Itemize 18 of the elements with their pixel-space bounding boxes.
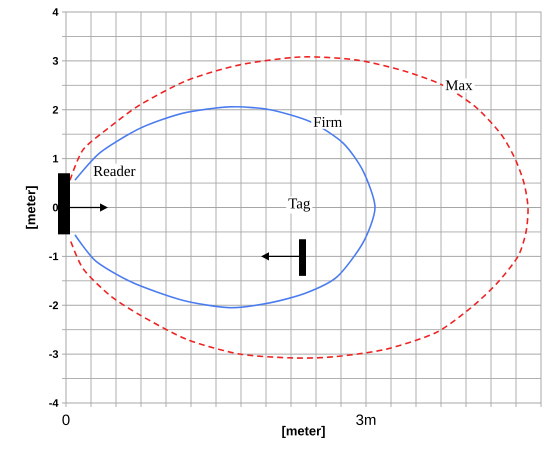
y-tick-label: 1	[53, 154, 58, 162]
annotation: Reader	[94, 166, 136, 176]
line-series	[74, 106, 376, 308]
line-series	[69, 56, 529, 359]
y-tick-label: 4	[52, 8, 58, 16]
y-tick-label: -3	[49, 350, 58, 358]
series-label: Firm	[314, 117, 342, 127]
x-tick-label: 3m	[356, 414, 376, 426]
series-label: Max	[446, 80, 472, 90]
y-tick-label: 0	[52, 204, 58, 212]
y-tick-label: 3	[52, 57, 58, 65]
y-tick-label: -4	[49, 399, 58, 407]
x-axis-title: [meter]	[282, 426, 325, 438]
y-axis-title: [meter]	[26, 186, 38, 229]
y-tick-label: -2	[49, 301, 58, 310]
annotation: Tag	[288, 198, 310, 212]
y-tick-label: 2	[52, 106, 58, 114]
y-tick-label: -1	[49, 252, 58, 260]
